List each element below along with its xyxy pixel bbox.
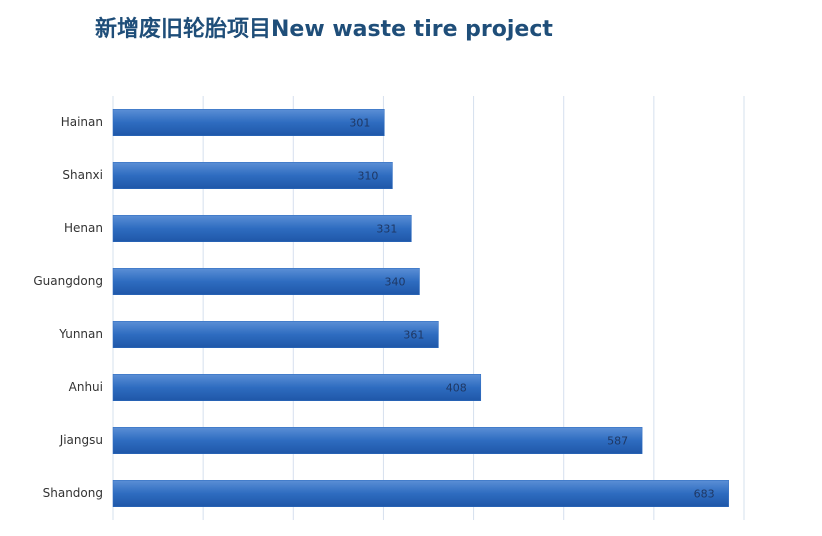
bar	[112, 268, 420, 295]
value-label: 340	[384, 276, 405, 289]
bar	[112, 427, 643, 454]
bar	[112, 321, 439, 348]
bar	[112, 162, 393, 189]
chart-title: 新增废旧轮胎项目New waste tire project	[95, 16, 553, 42]
value-label: 310	[357, 170, 378, 183]
value-label: 408	[446, 382, 467, 395]
value-label: 331	[376, 223, 397, 236]
value-label: 301	[349, 117, 370, 130]
y-tick-label: Shanxi	[62, 168, 103, 182]
y-tick-label: Guangdong	[33, 274, 103, 288]
value-label: 361	[403, 329, 424, 342]
bar	[112, 374, 482, 401]
y-tick-label: Anhui	[69, 380, 103, 394]
value-label: 683	[694, 488, 715, 501]
value-label: 587	[607, 435, 628, 448]
y-tick-label: Jiangsu	[59, 433, 103, 447]
y-tick-label: Henan	[64, 221, 103, 235]
y-tick-label: Yunnan	[58, 327, 103, 341]
bar	[112, 480, 729, 507]
y-tick-label: Hainan	[61, 115, 103, 129]
y-tick-label: Shandong	[43, 486, 103, 500]
bar	[112, 215, 412, 242]
bar	[112, 109, 385, 136]
